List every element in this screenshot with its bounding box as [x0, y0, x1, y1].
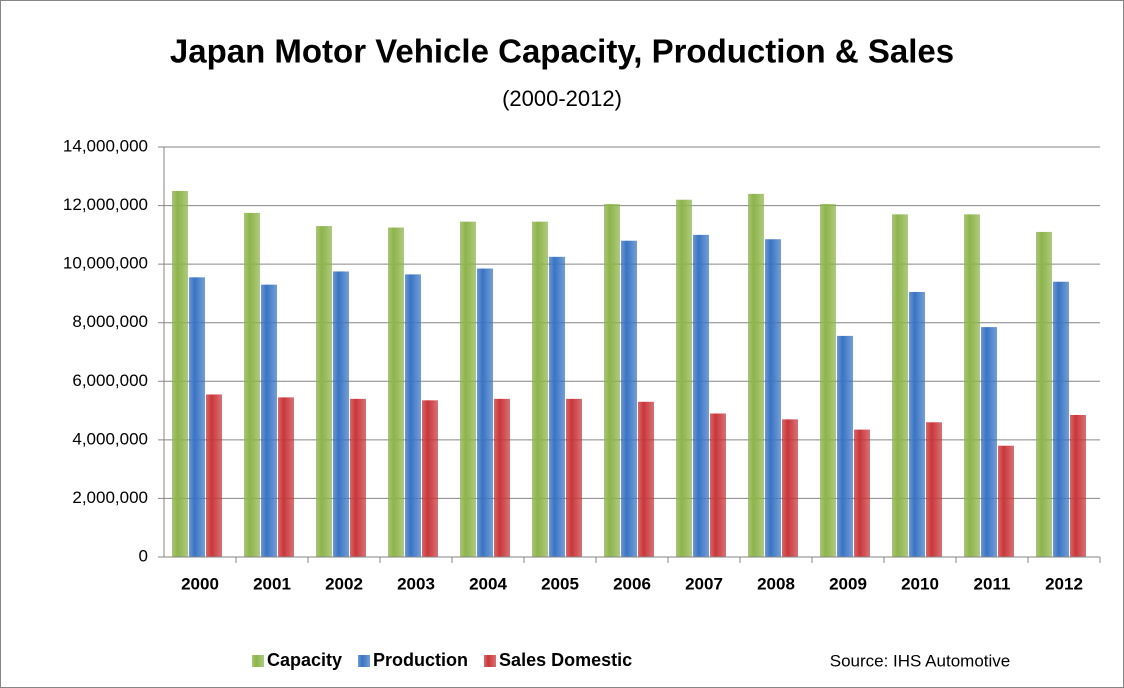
bar	[278, 397, 294, 557]
x-tick-label: 2010	[901, 574, 939, 593]
bar	[926, 422, 942, 557]
y-tick-label: 12,000,000	[63, 195, 148, 214]
x-tick-label: 2011	[974, 574, 1011, 593]
source-note: Source: IHS Automotive	[830, 651, 1010, 670]
legend-label: Production	[373, 650, 468, 670]
bar	[1036, 231, 1052, 557]
legend-swatch	[484, 655, 497, 667]
bar	[782, 419, 798, 557]
bar	[172, 190, 188, 557]
x-tick-label: 2002	[325, 574, 363, 593]
bar	[621, 240, 637, 557]
legend-swatch	[358, 655, 371, 667]
bar	[964, 214, 980, 557]
bar	[316, 226, 332, 558]
bar	[909, 291, 925, 557]
bar	[422, 400, 438, 557]
x-tick-label: 2012	[1045, 574, 1083, 593]
bar	[854, 429, 870, 557]
bar	[604, 204, 620, 557]
bar	[981, 327, 997, 557]
y-tick-label: 10,000,000	[63, 254, 148, 273]
bar	[460, 221, 476, 557]
legend-swatch	[252, 655, 264, 667]
bar	[892, 214, 908, 557]
bar	[189, 277, 205, 557]
x-tick-label: 2006	[613, 574, 651, 593]
y-tick-label: 0	[139, 546, 148, 565]
y-tick-label: 4,000,000	[72, 429, 148, 448]
x-tick-label: 2008	[757, 574, 795, 593]
legend-label: Capacity	[267, 650, 342, 670]
bar	[206, 394, 222, 557]
x-tick-label: 2009	[829, 574, 867, 593]
bar	[998, 445, 1014, 557]
x-tick-label: 2001	[253, 574, 291, 593]
y-tick-label: 14,000,000	[63, 136, 148, 155]
x-tick-label: 2000	[181, 574, 219, 593]
bar	[748, 193, 764, 557]
x-tick-label: 2004	[469, 574, 507, 593]
x-tick-label: 2003	[397, 574, 435, 593]
y-tick-label: 6,000,000	[72, 371, 148, 390]
y-tick-label: 8,000,000	[72, 312, 148, 331]
bar	[388, 227, 404, 558]
bar	[261, 284, 277, 557]
x-tick-label: 2007	[685, 574, 723, 593]
bar	[1053, 281, 1069, 557]
bar	[1070, 414, 1086, 557]
bar	[549, 256, 565, 557]
chart-subtitle: (2000-2012)	[502, 86, 622, 111]
bar	[693, 234, 709, 557]
bar	[638, 401, 654, 557]
y-tick-label: 2,000,000	[72, 488, 148, 507]
bar	[765, 239, 781, 557]
bar	[710, 413, 726, 557]
bar	[477, 268, 493, 557]
bar	[676, 199, 692, 557]
bar	[532, 221, 548, 557]
bar	[405, 274, 421, 557]
legend-label: Sales Domestic	[499, 650, 632, 670]
bar	[244, 212, 260, 557]
bar	[566, 398, 582, 557]
bar	[350, 398, 366, 557]
x-tick-label: 2005	[541, 574, 579, 593]
bar	[333, 271, 349, 557]
bar	[494, 398, 510, 557]
bar	[837, 335, 853, 557]
chart-title: Japan Motor Vehicle Capacity, Production…	[170, 33, 954, 70]
bar	[820, 204, 836, 557]
